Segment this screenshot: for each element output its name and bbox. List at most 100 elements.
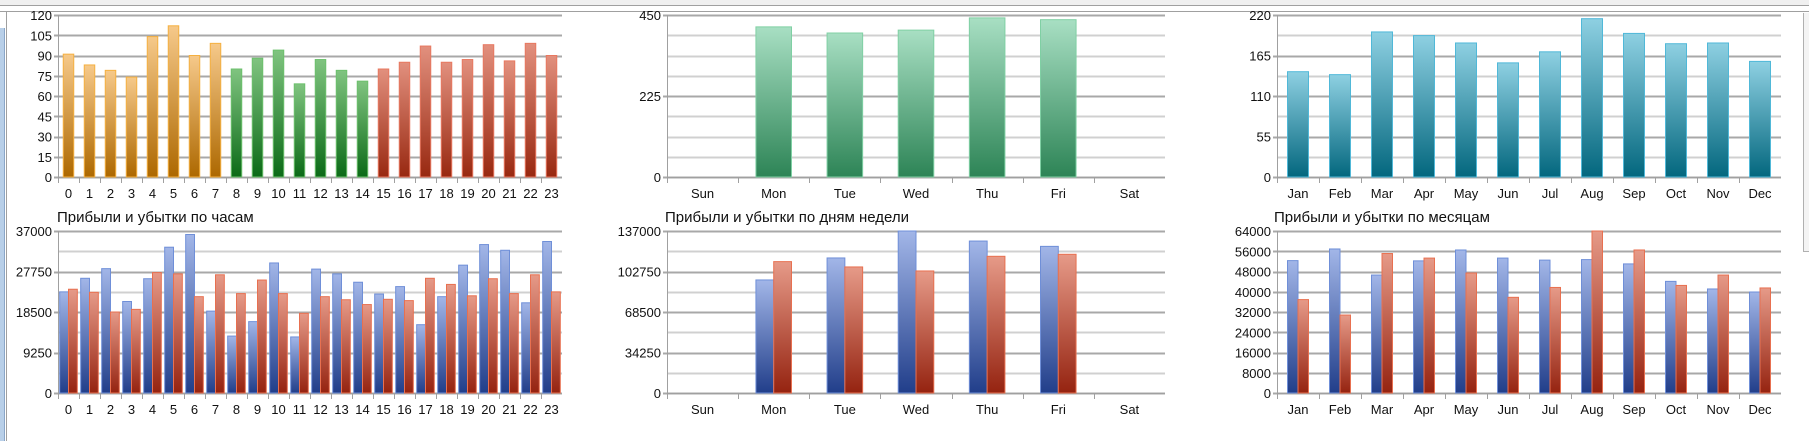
y-tick-label: 24000 <box>1235 325 1271 340</box>
bar-series1-May <box>1455 249 1467 394</box>
bar-Apr <box>1413 35 1435 178</box>
chart-title-weekday-pnl: Прибыли и убытки по дням недели <box>665 209 910 226</box>
bar-series2-12 <box>320 296 330 394</box>
x-tick-label: 12 <box>313 402 327 417</box>
bar-series2-2 <box>110 311 120 394</box>
x-tick-label: 11 <box>293 402 307 417</box>
x-tick-label: Tue <box>834 186 856 201</box>
bar-series1-Mar <box>1371 274 1383 394</box>
y-tick-label: 55 <box>1257 130 1271 145</box>
x-tick-label: 6 <box>191 186 198 201</box>
bar-series2-22 <box>530 274 540 394</box>
bar-Oct <box>1665 43 1687 178</box>
bar-11 <box>293 83 306 178</box>
bar-series2-Tue <box>844 266 864 394</box>
x-tick-label: Mon <box>761 186 786 201</box>
y-tick-label: 137000 <box>618 224 661 239</box>
x-tick-label: 15 <box>376 402 390 417</box>
x-tick-label: Mon <box>761 402 786 417</box>
x-tick-label: 19 <box>460 186 474 201</box>
bar-series2-19 <box>467 295 477 394</box>
y-tick-label: 110 <box>1250 89 1271 104</box>
bar-series1-Sep <box>1623 263 1635 394</box>
bar-series1-Oct <box>1665 280 1677 394</box>
panel-left-border <box>6 12 7 441</box>
bar-series2-7 <box>215 274 225 394</box>
x-tick-label: Aug <box>1580 402 1603 417</box>
x-tick-label: Nov <box>1706 186 1730 201</box>
bar-15 <box>377 68 390 178</box>
x-tick-label: 5 <box>170 186 177 201</box>
x-tick-label: 11 <box>293 186 307 201</box>
x-tick-label: 8 <box>233 186 240 201</box>
bar-series1-Aug <box>1581 259 1593 394</box>
x-tick-label: 10 <box>271 186 285 201</box>
x-tick-label: 3 <box>128 186 135 201</box>
bar-series2-Dec <box>1759 287 1771 394</box>
x-tick-label: 2 <box>107 402 114 417</box>
x-tick-label: 22 <box>523 186 537 201</box>
bar-series2-Wed <box>915 270 935 394</box>
y-tick-label: 27750 <box>16 265 52 280</box>
x-tick-label: Fri <box>1051 402 1066 417</box>
vertical-scrollbar[interactable] <box>1803 13 1809 252</box>
x-tick-label: 14 <box>355 186 369 201</box>
bar-series2-Feb <box>1339 314 1351 394</box>
bar-Jun <box>1497 62 1519 178</box>
y-tick-label: 0 <box>654 170 661 185</box>
y-tick-label: 68500 <box>625 305 661 320</box>
bar-series2-23 <box>551 291 561 394</box>
bar-17 <box>419 45 432 178</box>
bar-Sep <box>1623 32 1645 178</box>
bar-series1-Jul <box>1539 259 1551 394</box>
bar-13 <box>335 69 348 178</box>
bar-series2-13 <box>341 299 351 394</box>
y-tick-label: 40000 <box>1235 285 1271 300</box>
x-tick-label: 1 <box>86 186 93 201</box>
y-tick-label: 220 <box>1249 8 1271 23</box>
x-tick-label: Apr <box>1414 186 1435 201</box>
bar-series2-Mon <box>773 261 793 394</box>
bar-series2-Aug <box>1591 230 1603 394</box>
bar-series2-Nov <box>1717 274 1729 394</box>
x-tick-label: 17 <box>418 186 432 201</box>
bar-7 <box>209 42 222 178</box>
bar-series1-18 <box>437 296 447 394</box>
bar-series1-13 <box>332 273 342 394</box>
bar-series2-Jan <box>1297 299 1309 394</box>
bar-Jul <box>1539 51 1561 178</box>
bar-series2-0 <box>68 288 78 394</box>
y-tick-label: 90 <box>38 49 52 64</box>
bar-series1-3 <box>122 300 132 394</box>
bar-series2-8 <box>236 293 246 394</box>
bar-series2-Oct <box>1675 284 1687 394</box>
bar-9 <box>251 57 264 178</box>
x-tick-label: 18 <box>439 402 453 417</box>
x-tick-label: Jul <box>1542 402 1559 417</box>
x-tick-label: 10 <box>271 402 285 417</box>
x-tick-label: 0 <box>65 186 72 201</box>
bar-series1-Jun <box>1497 257 1509 394</box>
y-tick-label: 120 <box>30 8 52 23</box>
window-top-bar <box>0 0 1809 6</box>
x-tick-label: Dec <box>1748 186 1772 201</box>
y-tick-label: 8000 <box>1242 366 1271 381</box>
y-tick-label: 60 <box>38 89 52 104</box>
y-tick-label: 30 <box>38 130 52 145</box>
y-tick-label: 15 <box>38 150 52 165</box>
y-tick-label: 18500 <box>16 305 52 320</box>
bar-series1-14 <box>353 281 363 394</box>
bar-series1-Feb <box>1329 248 1341 394</box>
bar-series2-17 <box>425 277 435 394</box>
side-panel-tab[interactable] <box>0 28 5 441</box>
bar-series2-Jul <box>1549 286 1561 394</box>
bar-series1-0 <box>59 291 69 394</box>
bar-12 <box>314 59 327 178</box>
x-tick-label: Thu <box>976 186 998 201</box>
y-tick-label: 16000 <box>1235 346 1271 361</box>
y-tick-label: 450 <box>639 8 661 23</box>
y-tick-label: 75 <box>38 69 52 84</box>
y-tick-label: 165 <box>1249 49 1271 64</box>
bar-series2-Fri <box>1057 253 1077 394</box>
bar-Nov <box>1707 42 1729 178</box>
